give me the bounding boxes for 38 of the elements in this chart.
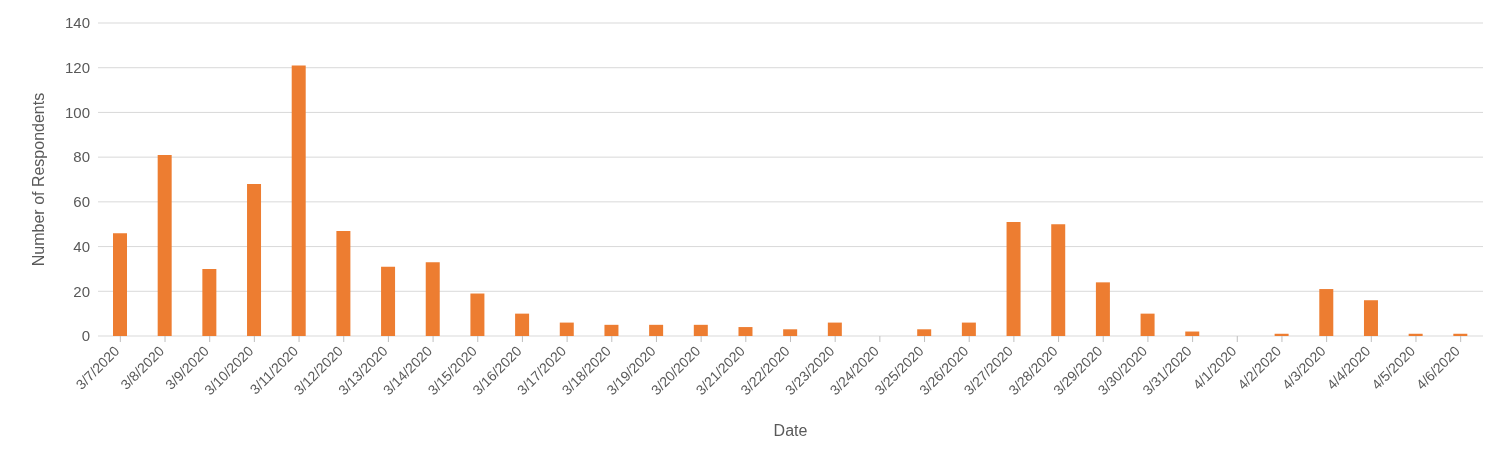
bar bbox=[1095, 282, 1110, 336]
bar bbox=[291, 65, 306, 336]
bar bbox=[1140, 313, 1155, 336]
bar bbox=[693, 324, 708, 336]
bar bbox=[336, 230, 351, 336]
bar bbox=[1274, 333, 1289, 336]
y-tick-label: 60 bbox=[73, 193, 90, 211]
bar bbox=[1006, 221, 1021, 336]
y-tick-label: 120 bbox=[64, 59, 90, 77]
bar bbox=[425, 262, 440, 336]
bar bbox=[1408, 333, 1423, 336]
bar bbox=[157, 154, 172, 336]
bar bbox=[783, 329, 798, 336]
bar bbox=[1453, 333, 1468, 336]
y-tick-label: 100 bbox=[64, 103, 90, 121]
bar bbox=[738, 327, 753, 336]
bar bbox=[559, 322, 574, 336]
bar bbox=[649, 324, 664, 336]
bar bbox=[202, 268, 217, 336]
bar bbox=[113, 233, 127, 336]
y-tick-label: 40 bbox=[73, 237, 90, 255]
bar bbox=[1319, 289, 1334, 336]
y-tick-label: 80 bbox=[73, 148, 90, 166]
y-tick-label: 140 bbox=[64, 14, 90, 32]
bar bbox=[917, 329, 932, 336]
y-tick-label: 20 bbox=[73, 282, 90, 300]
bar bbox=[470, 293, 485, 336]
x-axis-title: Date bbox=[773, 422, 808, 439]
bar bbox=[381, 266, 396, 336]
y-axis-title: Number of Respondents bbox=[29, 92, 47, 267]
bar bbox=[1363, 300, 1378, 336]
y-tick-label: 0 bbox=[81, 327, 90, 345]
bar bbox=[247, 183, 262, 336]
bar bbox=[604, 324, 619, 336]
bar bbox=[1051, 224, 1066, 336]
bar bbox=[961, 322, 976, 336]
bar bbox=[515, 313, 530, 336]
bar bbox=[827, 322, 842, 336]
